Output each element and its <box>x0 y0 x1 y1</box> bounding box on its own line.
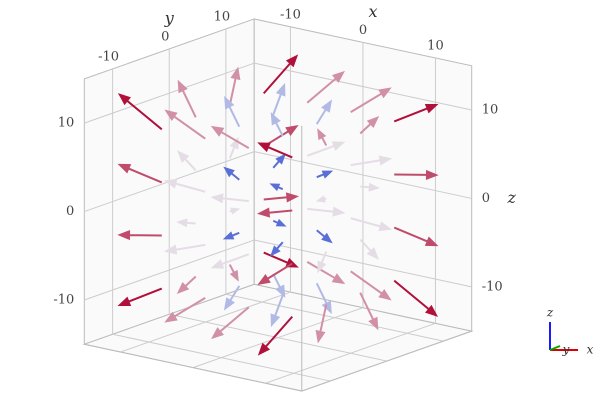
vector-arrow <box>117 163 163 184</box>
y-axis-title: y <box>164 8 175 27</box>
vector-arrow <box>350 270 392 301</box>
vector-arrow <box>272 153 286 169</box>
vector-arrow <box>393 279 439 317</box>
vector-arrow <box>257 315 294 356</box>
vector-arrow <box>263 192 300 203</box>
z-tick-label: 10 <box>482 103 499 118</box>
vector-arrow <box>393 226 439 247</box>
vector-arrow <box>270 294 284 328</box>
y-tick-label: -10 <box>98 49 119 64</box>
vector-arrow <box>222 231 240 240</box>
vector-arrow <box>394 169 439 180</box>
vector-arrow <box>360 182 380 192</box>
vector-arrow <box>315 304 328 344</box>
vector-arrow <box>350 87 392 113</box>
grid-line <box>254 62 472 111</box>
x-axis-title: x <box>368 2 377 21</box>
indicator-y <box>549 345 561 351</box>
vector-arrow <box>316 170 334 179</box>
vector-arrow <box>306 70 345 104</box>
vector-arrow <box>117 230 162 241</box>
grid-line <box>84 239 255 301</box>
vector-arrow <box>393 103 439 123</box>
vector-arrow <box>315 195 327 203</box>
vector-arrow <box>163 178 206 193</box>
z-tick-label: 0 <box>66 204 74 219</box>
box-edge <box>84 343 302 392</box>
vector-arrow <box>176 150 197 172</box>
vector-arrow <box>228 66 241 106</box>
vector-arrow <box>256 207 293 218</box>
vector-arrow <box>210 253 250 269</box>
vector-arrow <box>315 99 333 125</box>
vector-arrow <box>317 128 328 146</box>
vector-arrow <box>316 229 333 244</box>
vector-arrow <box>263 251 299 268</box>
vector-arrow <box>350 155 393 167</box>
vector-arrow <box>272 218 287 227</box>
vector-arrow <box>359 116 380 135</box>
vector-arrow <box>315 282 332 315</box>
vector-arrow <box>177 79 197 118</box>
vector-arrow <box>223 166 240 181</box>
vector-arrow <box>223 285 241 311</box>
z-tick-label: -10 <box>53 292 74 307</box>
x-tick-label: -10 <box>280 7 301 22</box>
vector-arrow <box>262 54 299 95</box>
grid-line <box>84 62 255 124</box>
vector-arrow <box>272 273 286 298</box>
vector-arrow <box>117 287 163 307</box>
vector-arrow <box>228 264 239 282</box>
vector-arrow <box>229 207 241 215</box>
grid-line <box>254 151 472 199</box>
z-tick-label: 10 <box>58 116 75 131</box>
vector-arrow <box>176 218 196 228</box>
indicator-x-label: x <box>587 343 594 357</box>
vector-arrow <box>270 241 284 257</box>
vector-arrow <box>164 109 206 140</box>
vector-arrow <box>117 93 163 131</box>
axis-indicator: z y x <box>546 306 594 357</box>
vector-arrow <box>350 217 393 232</box>
vector-arrow <box>270 112 284 137</box>
grid-line <box>169 313 387 362</box>
grid-line <box>225 293 444 342</box>
indicator-y-label: y <box>562 343 570 357</box>
vector-arrow <box>306 261 346 285</box>
vector-arrow <box>257 142 293 159</box>
vector-arrow <box>211 306 250 340</box>
y-tick-label: 10 <box>214 9 231 24</box>
x-tick-label: 0 <box>359 23 367 38</box>
vector-arrow <box>307 206 346 217</box>
indicator-z-label: z <box>546 306 554 320</box>
y-tick-label: 0 <box>161 29 169 44</box>
grid-line <box>112 333 331 382</box>
vector-arrow <box>210 125 250 149</box>
z-tick-label: 0 <box>482 191 490 206</box>
vector-arrow <box>359 238 380 260</box>
z-tick-label: -10 <box>482 279 503 294</box>
vector-arrow <box>224 95 241 128</box>
vector-arrow <box>359 292 379 331</box>
vector-arrow <box>163 243 206 255</box>
vector-arrow <box>176 275 197 294</box>
z-axis-title: z <box>506 188 516 207</box>
vector-arrow <box>269 183 284 192</box>
vector-arrow <box>257 262 293 285</box>
vector-arrow <box>306 141 346 157</box>
vector-arrow <box>164 297 206 323</box>
vector-arrow <box>210 193 249 204</box>
vector-arrow <box>317 251 328 274</box>
vector-arrow <box>272 82 286 116</box>
grid-line <box>254 239 472 288</box>
x-tick-label: 10 <box>427 38 444 53</box>
box-edge <box>301 330 472 392</box>
vector-arrow <box>228 136 239 159</box>
